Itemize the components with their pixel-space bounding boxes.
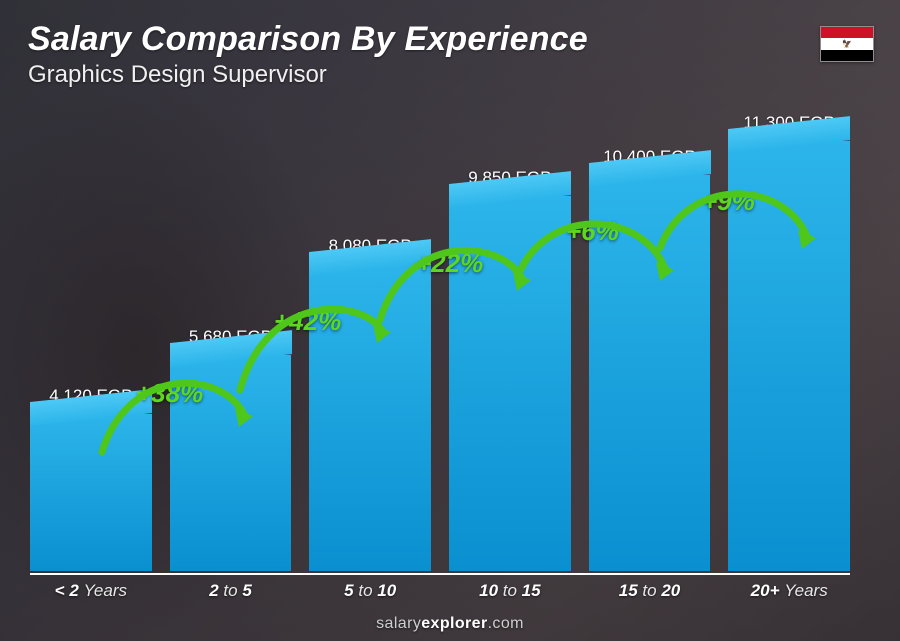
bar-col: 9,850 EGP bbox=[449, 168, 571, 571]
bar-chart: 4,120 EGP 5,680 EGP 8,080 EGP 9,850 EGP … bbox=[30, 110, 850, 571]
bar-col: 5,680 EGP bbox=[170, 327, 292, 571]
bar-front-face bbox=[589, 175, 711, 571]
footer-brand: salaryexplorer.com bbox=[0, 615, 900, 633]
country-flag-egypt: 🦅 bbox=[820, 26, 874, 62]
bar bbox=[728, 141, 850, 571]
bar-front-face bbox=[309, 264, 431, 571]
x-axis-label: 5 to 10 bbox=[309, 575, 431, 601]
flag-stripe-white: 🦅 bbox=[821, 38, 873, 49]
bar bbox=[30, 414, 152, 571]
flag-stripe-black bbox=[821, 50, 873, 61]
bar bbox=[589, 175, 711, 571]
x-axis-label: 20+ Years bbox=[728, 575, 850, 601]
footer-prefix: salary bbox=[376, 615, 421, 632]
x-axis-label: 2 to 5 bbox=[170, 575, 292, 601]
bar-front-face bbox=[449, 196, 571, 571]
bar-front-face bbox=[728, 141, 850, 571]
bar-col: 11,300 EGP bbox=[728, 113, 850, 571]
bar-col: 8,080 EGP bbox=[309, 236, 431, 571]
chart-title: Salary Comparison By Experience bbox=[28, 20, 588, 59]
x-axis-label: 10 to 15 bbox=[449, 575, 571, 601]
bar-col: 10,400 EGP bbox=[589, 147, 711, 571]
x-axis: < 2 Years 2 to 5 5 to 10 10 to 15 15 to 20 20… bbox=[30, 573, 850, 601]
bar-front-face bbox=[30, 414, 152, 571]
flag-stripe-red bbox=[821, 27, 873, 38]
bar bbox=[449, 196, 571, 571]
bar bbox=[309, 264, 431, 571]
bar-front-face bbox=[170, 355, 292, 571]
x-axis-label: < 2 Years bbox=[30, 575, 152, 601]
x-axis-label: 15 to 20 bbox=[589, 575, 711, 601]
header: Salary Comparison By Experience Graphics… bbox=[28, 20, 588, 89]
bar bbox=[170, 355, 292, 571]
footer-main: explorer bbox=[421, 615, 487, 632]
chart-subtitle: Graphics Design Supervisor bbox=[28, 61, 588, 89]
flag-emblem-icon: 🦅 bbox=[842, 39, 852, 48]
bar-col: 4,120 EGP bbox=[30, 386, 152, 571]
footer-suffix: .com bbox=[488, 615, 524, 632]
